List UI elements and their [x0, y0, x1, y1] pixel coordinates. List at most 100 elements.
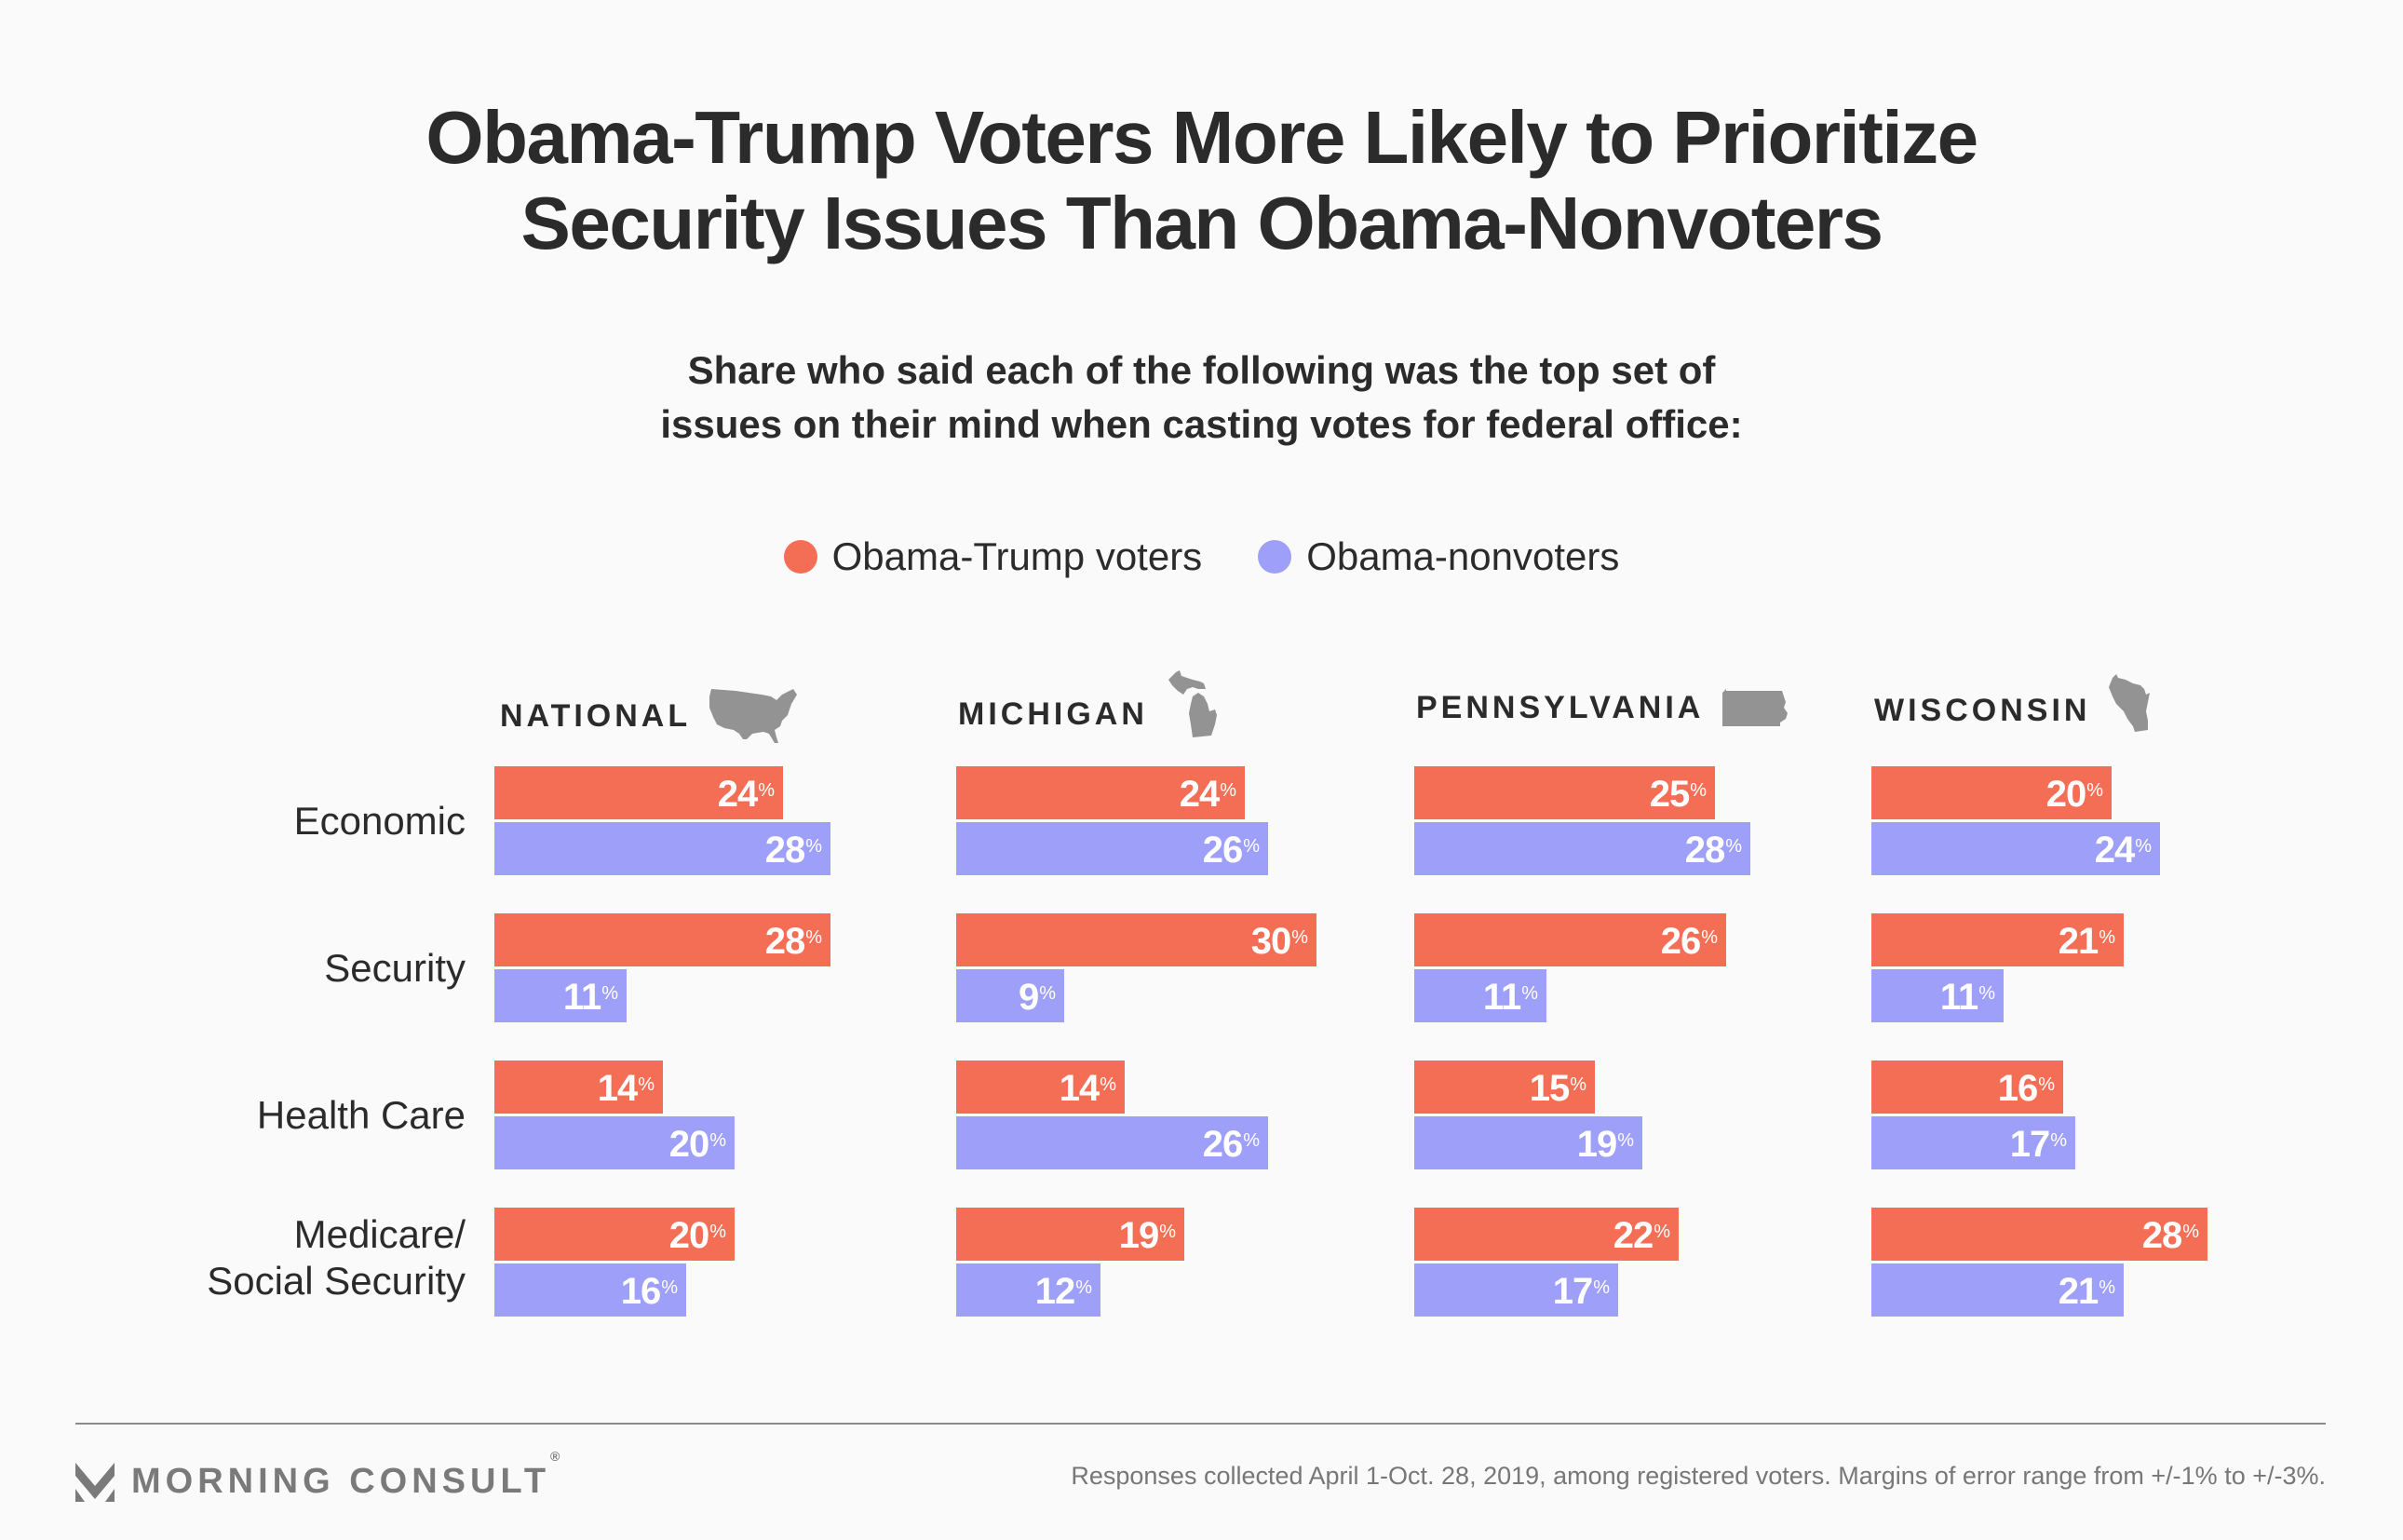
percent-sign: % [1220, 780, 1236, 801]
bar-national-obama-trump: 24% [494, 766, 783, 819]
bar-michigan-obama-trump: 19% [956, 1208, 1184, 1261]
percent-sign: % [805, 927, 822, 948]
bar-value: 19 [1118, 1215, 1159, 1256]
bar-value: 20 [668, 1124, 709, 1165]
bar-national-obama-trump: 28% [494, 913, 830, 966]
bar-wisconsin-obama-trump: 16% [1871, 1060, 2063, 1114]
chart-subtitle: Share who said each of the following was… [0, 344, 2403, 452]
bar-value: 19 [1576, 1124, 1617, 1165]
percent-sign: % [1039, 983, 1056, 1004]
bar-value: 26 [1202, 830, 1243, 871]
bar-value-label: 21% [2059, 921, 2115, 962]
bar-wisconsin-obama-nonvoters: 21% [1871, 1263, 2124, 1317]
bar-value-label: 20% [668, 1124, 726, 1165]
percent-sign: % [1617, 1130, 1634, 1151]
bar-value: 24 [1179, 774, 1220, 815]
bar-value: 20 [668, 1215, 709, 1256]
brand-text: MORNING CONSULT [131, 1462, 551, 1501]
bar-value: 17 [2009, 1124, 2050, 1165]
bar-value-label: 16% [620, 1271, 678, 1312]
percent-sign: % [1593, 1277, 1610, 1298]
bar-value-label: 11% [1483, 977, 1538, 1018]
bar-value: 22 [1613, 1215, 1654, 1256]
bar-national-obama-nonvoters: 20% [494, 1116, 735, 1169]
morning-consult-logo-icon [75, 1462, 115, 1502]
title-line-2: Security Issues Than Obama-Nonvoters [520, 182, 1883, 264]
bar-value-label: 26% [1660, 921, 1718, 962]
bar-value-label: 19% [1118, 1215, 1176, 1256]
bar-value: 11 [562, 977, 601, 1018]
bar-michigan-obama-nonvoters: 26% [956, 1116, 1268, 1169]
morning-consult-logo: MORNING CONSULT® [75, 1449, 560, 1502]
bar-value: 12 [1034, 1271, 1075, 1312]
panel-title: NATIONAL [500, 697, 692, 734]
percent-sign: % [1159, 1222, 1176, 1242]
bar-value: 14 [1059, 1068, 1100, 1109]
category-label-security: Security [324, 946, 466, 990]
percent-sign: % [1725, 836, 1742, 857]
bar-value-label: 9% [1019, 977, 1056, 1018]
footer-divider [75, 1423, 2326, 1425]
bar-value-label: 14% [597, 1068, 655, 1109]
bar-wisconsin-obama-nonvoters: 11% [1871, 969, 2004, 1022]
legend: Obama-Trump voters Obama-nonvoters [0, 534, 2403, 579]
category-label-medicare-social-security: Medicare/ Social Security [207, 1211, 466, 1304]
percent-sign: % [1291, 927, 1308, 948]
bar-value: 14 [597, 1068, 638, 1109]
bar-value: 16 [620, 1271, 661, 1312]
michigan-map-icon [1168, 670, 1217, 737]
percent-sign: % [1654, 1222, 1670, 1242]
bar-value-label: 22% [1613, 1215, 1670, 1256]
bar-michigan-obama-trump: 24% [956, 766, 1245, 819]
bar-pennsylvania-obama-nonvoters: 11% [1414, 969, 1546, 1022]
legend-item-obama-trump: Obama-Trump voters [783, 534, 1203, 579]
bar-value-label: 16% [1997, 1068, 2055, 1109]
registered-mark: ® [550, 1449, 560, 1464]
bar-pennsylvania-obama-trump: 26% [1414, 913, 1726, 966]
footnote: Responses collected April 1-Oct. 28, 201… [1071, 1462, 2326, 1490]
bar-wisconsin-obama-trump: 21% [1871, 913, 2124, 966]
wisconsin-map-icon [2109, 674, 2151, 732]
percent-sign: % [1978, 983, 1995, 1004]
bar-michigan-obama-nonvoters: 26% [956, 822, 1268, 875]
bar-value: 26 [1660, 921, 1701, 962]
legend-label: Obama-Trump voters [831, 534, 1203, 578]
percent-sign: % [1521, 983, 1538, 1004]
percent-sign: % [2182, 1222, 2199, 1242]
bar-wisconsin-obama-trump: 20% [1871, 766, 2112, 819]
category-label-health-care: Health Care [256, 1093, 466, 1137]
bar-value-label: 30% [1251, 921, 1308, 962]
bar-value: 21 [2058, 1271, 2099, 1312]
bar-value-label: 25% [1650, 774, 1707, 815]
legend-label: Obama-nonvoters [1306, 534, 1620, 578]
title-line-1: Obama-Trump Voters More Likely to Priori… [425, 96, 1978, 179]
percent-sign: % [1100, 1074, 1116, 1095]
bar-wisconsin-obama-nonvoters: 24% [1871, 822, 2160, 875]
bar-value: 28 [764, 830, 805, 871]
bar-pennsylvania-obama-trump: 15% [1414, 1060, 1595, 1114]
percent-sign: % [1075, 1277, 1092, 1298]
bar-value: 28 [2141, 1215, 2182, 1256]
bar-pennsylvania-obama-nonvoters: 28% [1414, 822, 1750, 875]
bar-value-label: 26% [1202, 1124, 1260, 1165]
bar-value: 16 [1997, 1068, 2038, 1109]
panel-title: MICHIGAN [958, 696, 1148, 732]
bar-wisconsin-obama-nonvoters: 17% [1871, 1116, 2075, 1169]
category-label-line: Social Security [207, 1259, 466, 1303]
bar-value-label: 24% [2095, 830, 2152, 871]
bar-value: 28 [1684, 830, 1725, 871]
percent-sign: % [1243, 1130, 1260, 1151]
bar-value: 26 [1202, 1124, 1243, 1165]
percent-sign: % [638, 1074, 655, 1095]
panel-header-national: NATIONAL [500, 687, 799, 745]
percent-sign: % [1701, 927, 1718, 948]
panel-header-wisconsin: WISCONSIN [1874, 674, 2159, 734]
percent-sign: % [758, 780, 775, 801]
bar-michigan-obama-trump: 30% [956, 913, 1316, 966]
legend-item-obama-nonvoters: Obama-nonvoters [1258, 534, 1619, 579]
bar-value-label: 28% [764, 830, 822, 871]
bar-national-obama-trump: 20% [494, 1208, 735, 1261]
bar-value-label: 20% [668, 1215, 726, 1256]
bar-value-label: 21% [2058, 1271, 2115, 1312]
percent-sign: % [1570, 1074, 1586, 1095]
